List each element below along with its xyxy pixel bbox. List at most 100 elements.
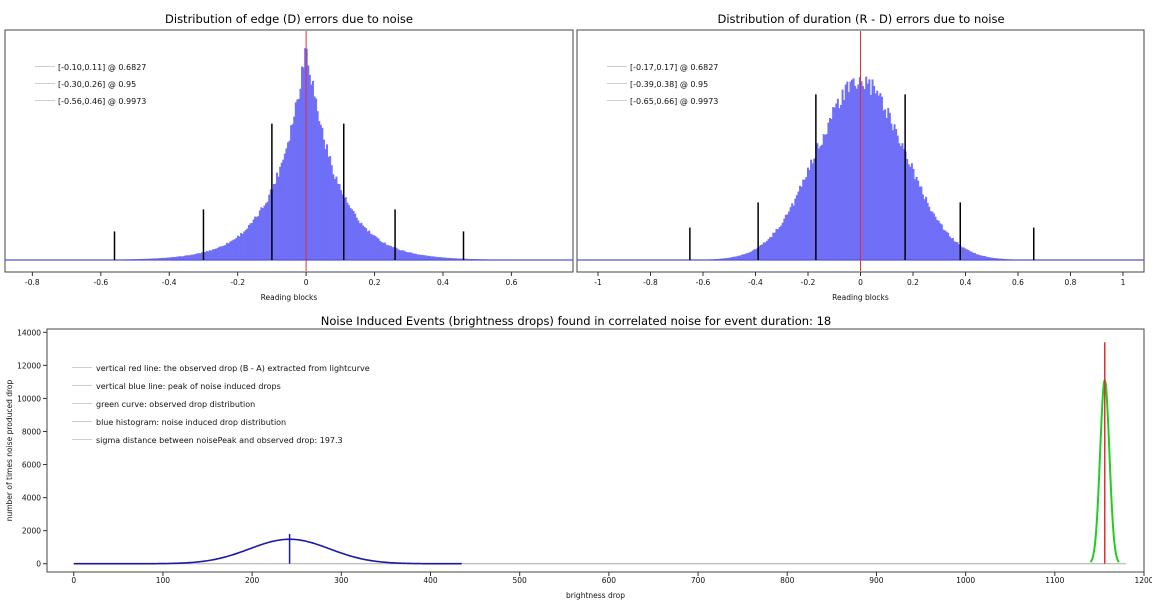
panel-1-histogram-bar [981, 255, 984, 260]
panel-0-histogram-bar [441, 257, 444, 260]
noise-panel-ytick-label: 10000 [17, 394, 41, 403]
chart-title-duration-errors: Distribution of duration (R - D) errors … [717, 12, 1005, 26]
panel-0-histogram-bar [452, 258, 455, 260]
panel-1-xtick-label: -1 [594, 278, 602, 287]
panel-0-histogram-bar [451, 258, 454, 260]
panel-0-histogram-bar [151, 258, 154, 260]
panel-0-histogram-bar [435, 256, 438, 260]
panel-1-histogram-bar [892, 130, 894, 260]
panel-1-histogram-bar [843, 99, 846, 260]
panel-0-histogram-bar [269, 189, 272, 260]
panel-0-xtick-label: -0.2 [230, 278, 245, 287]
panel-0-histogram-bar [293, 116, 296, 260]
panel-0-histogram-bar [168, 257, 171, 260]
panel-0-histogram-bar [405, 252, 408, 260]
panel-0-histogram-bar [341, 194, 344, 260]
panel-1-histogram-bar [761, 244, 764, 260]
panel-0-histogram-bar [427, 255, 430, 260]
panel-0-histogram-bar [191, 254, 194, 260]
panel-0-histogram-bar [186, 255, 189, 260]
panel-0-histogram-bar [247, 225, 250, 260]
panel-1-histogram-bar [748, 252, 751, 260]
panel-0-histogram-bar [294, 102, 297, 260]
panel-1-histogram-bar [969, 251, 972, 260]
panel-1-histogram-bar [777, 229, 779, 260]
panel-0-histogram-bar [311, 80, 314, 260]
panel-1-histogram-bar [945, 231, 948, 260]
panel-1-histogram-bar [810, 159, 813, 260]
panel-1-histogram-bar [833, 107, 836, 260]
panel-1-histogram-bar [838, 108, 841, 260]
panel-0-xtick-label: 0.4 [437, 278, 449, 287]
panel-1-histogram-bar [817, 148, 820, 260]
panel-0-histogram-bar [255, 216, 258, 260]
panel-1-histogram-bar [762, 242, 765, 260]
panel-0-histogram-bar [171, 257, 174, 260]
panel-1-histogram-bar [926, 202, 929, 260]
panel-1-histogram-bar [806, 167, 809, 260]
panel-1-histogram-bar [858, 76, 861, 260]
panel-1-histogram-bar [956, 242, 959, 260]
panel-0-histogram-bar [241, 233, 244, 260]
panel-1-histogram-bar [862, 86, 865, 260]
panel-1-histogram-bar [921, 194, 924, 260]
panel-0-histogram-bar [302, 67, 305, 260]
panel-1-histogram-bar [772, 232, 775, 260]
panel-1-histogram-bar [830, 119, 833, 260]
panel-0-histogram-bar [349, 207, 352, 260]
panel-1-histogram-bar [753, 249, 756, 260]
panel-1-histogram-bar [951, 237, 954, 260]
panel-1-histogram-bar [955, 241, 957, 260]
panel-1-histogram-bar [825, 134, 828, 260]
panel-0-histogram-bar [301, 66, 304, 260]
panel-0-histogram-bar [304, 48, 307, 260]
panel-1-histogram-bar [877, 95, 880, 261]
panel-1-histogram-bar [923, 199, 926, 260]
panel-0-xtick-label: 0 [304, 278, 309, 287]
noise-panel-xtick-label: 900 [869, 576, 884, 585]
panel-0-histogram-bar [357, 220, 360, 260]
panel-0-histogram-bar [232, 239, 235, 260]
panel-0-histogram-bar [426, 255, 429, 260]
panel-1-xtick-label: -0.8 [643, 278, 658, 287]
panel-0-histogram-bar [158, 258, 161, 260]
panel-0-histogram-bar [266, 201, 269, 260]
panel-1-histogram-bar [770, 236, 773, 260]
panel-0-histogram-bar [290, 125, 293, 260]
panel-1-histogram-bar [795, 195, 798, 260]
panel-1-xlabel: Reading blocks [832, 293, 889, 302]
panel-1-histogram-bar [835, 103, 838, 260]
panel-1-xtick-label: 0.2 [907, 278, 919, 287]
panel-1-histogram-bar [962, 247, 965, 260]
panel-0-histogram-bar [346, 202, 349, 260]
panel-1-histogram-bar [800, 186, 803, 260]
panel-0-histogram-bar [236, 235, 239, 260]
panel-1-histogram-bar [799, 185, 802, 260]
panel-0-histogram-bar [327, 156, 330, 260]
panel-0-histogram-bar [174, 256, 177, 260]
panel-0-histogram-bar [455, 258, 458, 260]
panel-1-histogram-bar [890, 123, 893, 260]
noise-panel-ytick-label: 2000 [22, 527, 41, 536]
panel-0-histogram-bar [310, 84, 313, 260]
panel-1-histogram-bar [808, 169, 811, 260]
panel-0-histogram-bar [149, 258, 152, 260]
panel-0-histogram-bar [219, 246, 222, 260]
panel-0-histogram-bar [279, 166, 282, 260]
panel-0-histogram-bar [227, 243, 230, 260]
panel-1-histogram-bar [914, 179, 917, 260]
panel-1-histogram-bar [932, 213, 935, 260]
panel-0-histogram-bar [196, 253, 199, 260]
panel-1-histogram-bar [909, 166, 912, 260]
panel-1-histogram-bar [732, 256, 735, 260]
panel-1-histogram-bar [767, 239, 770, 260]
noise-panel-xtick-label: 1200 [1134, 576, 1152, 585]
panel-1-histogram-bar [849, 81, 852, 260]
panel-1-histogram-bar [851, 79, 854, 260]
panel-1-histogram-bar [805, 176, 808, 260]
panel-0-histogram-bar [411, 253, 414, 260]
panel-1-histogram-bar [940, 224, 943, 260]
panel-0-histogram-bar [291, 124, 294, 260]
panel-0-histogram-bar [229, 241, 232, 260]
panel-1-histogram-bar [898, 143, 901, 260]
